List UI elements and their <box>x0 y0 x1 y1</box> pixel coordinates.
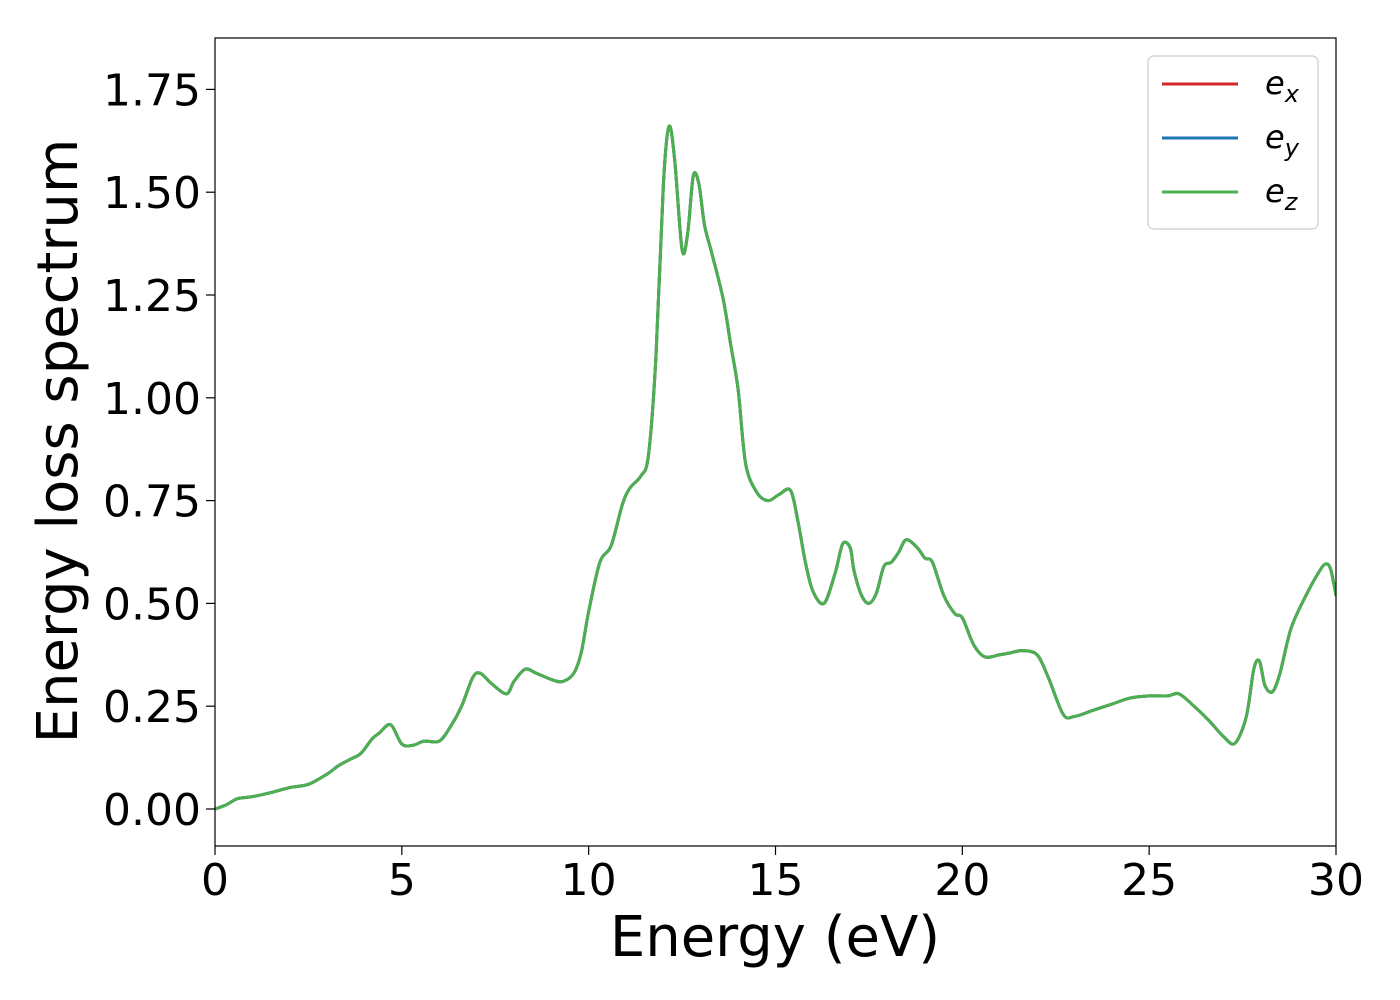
x-tick-label: 30 <box>1308 855 1364 906</box>
y-tick-label: 0.75 <box>103 477 201 528</box>
x-axis-ticks: 0 5 10 15 20 25 30 <box>201 846 1364 906</box>
y-axis-ticks: 0.00 0.25 0.50 0.75 1.00 1.25 1.50 1.75 <box>103 65 215 836</box>
legend-label-ez: ez <box>1265 172 1299 216</box>
y-tick-label: 0.00 <box>103 785 201 836</box>
y-tick-label: 1.75 <box>103 65 201 116</box>
y-tick-label: 1.25 <box>103 271 201 322</box>
legend-label-ex: ex <box>1265 64 1300 108</box>
legend-box <box>1147 55 1319 230</box>
x-tick-label: 0 <box>201 855 229 906</box>
x-axis-label: Energy (eV) <box>610 905 940 970</box>
x-tick-label: 5 <box>388 855 416 906</box>
y-tick-label: 0.50 <box>103 579 201 630</box>
x-tick-label: 25 <box>1121 855 1177 906</box>
series-line-ez <box>215 124 1336 811</box>
y-tick-label: 1.50 <box>103 168 201 219</box>
y-tick-label: 1.00 <box>103 374 201 425</box>
x-tick-label: 15 <box>748 855 804 906</box>
y-axis-label: Energy loss spectrum <box>26 139 91 744</box>
x-tick-label: 10 <box>561 855 617 906</box>
legend: ex ey ez <box>1147 55 1319 230</box>
y-tick-label: 0.25 <box>103 682 201 733</box>
legend-label-ey: ey <box>1265 118 1300 162</box>
x-tick-label: 20 <box>934 855 990 906</box>
